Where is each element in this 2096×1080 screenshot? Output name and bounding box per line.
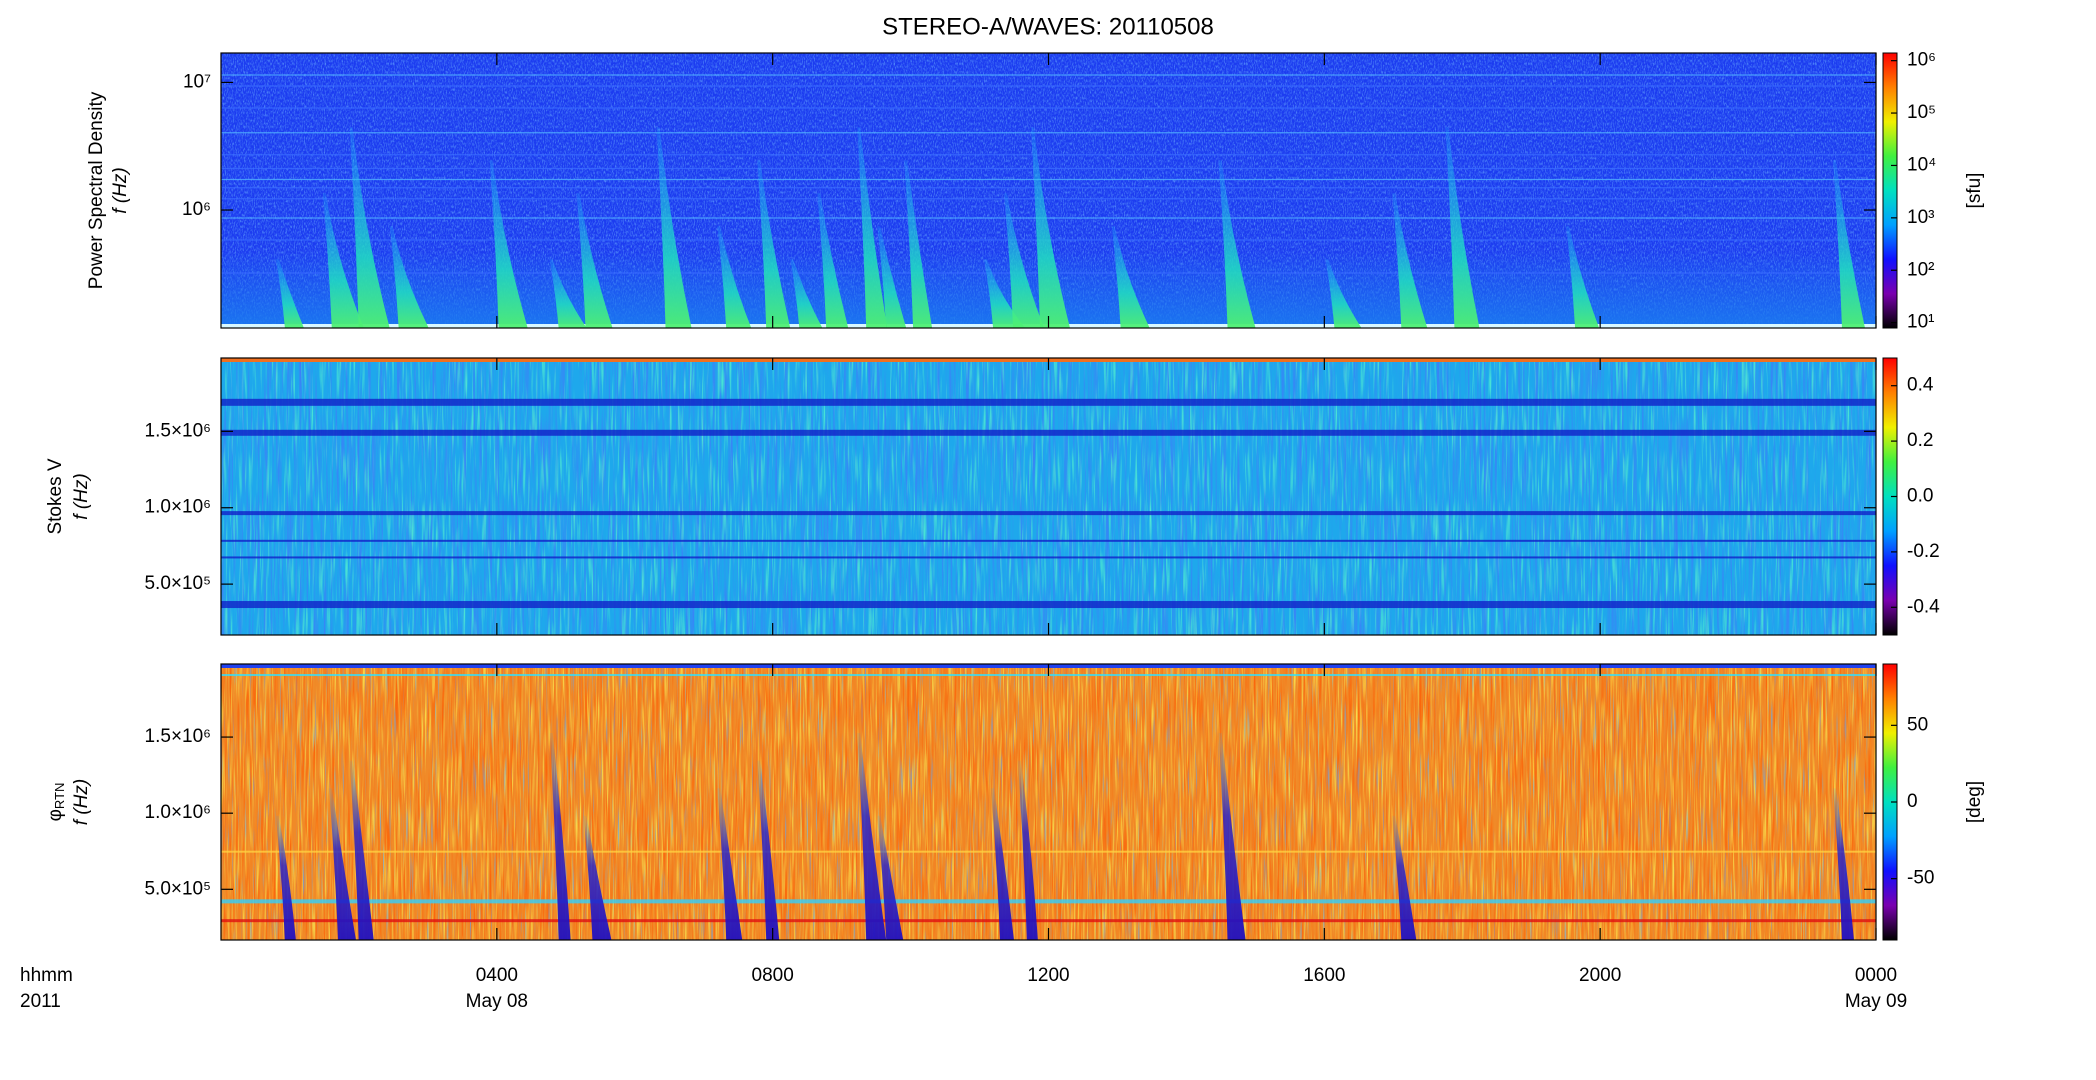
x-year-label: 2011 bbox=[20, 991, 61, 1012]
y-tick-label: 1.0×10⁶ bbox=[145, 802, 211, 823]
x-tick-label: 0400 bbox=[476, 965, 518, 986]
raster-lane bbox=[221, 429, 1876, 436]
raster-lane bbox=[221, 398, 1876, 406]
radio-burst bbox=[275, 815, 296, 940]
radio-burst bbox=[757, 760, 780, 940]
y-axis-label-subscript: RTN bbox=[52, 783, 67, 809]
y-tick-label: 1.5×10⁶ bbox=[145, 420, 211, 441]
radio-burst bbox=[1030, 127, 1070, 328]
colorbar-label: [deg] bbox=[1964, 781, 1985, 823]
colorbar bbox=[1882, 52, 1898, 329]
radio-burst bbox=[1004, 193, 1045, 328]
colorbar-tick-label: -0.2 bbox=[1907, 541, 1940, 562]
radio-burst bbox=[817, 193, 849, 328]
radio-burst bbox=[904, 160, 933, 328]
x-tick-label: 1600 bbox=[1303, 965, 1345, 986]
colorbar-tick-label: 0 bbox=[1907, 791, 1918, 812]
raster-lane bbox=[221, 850, 1876, 853]
radio-burst bbox=[1445, 127, 1480, 328]
radio-burst bbox=[349, 127, 390, 328]
spectrogram bbox=[221, 664, 1876, 940]
raster-lane bbox=[221, 539, 1876, 542]
radio-burst bbox=[877, 226, 907, 328]
x-tick-label: 2000 bbox=[1579, 965, 1621, 986]
raster-lane bbox=[221, 899, 1876, 904]
y-axis-label: f (Hz) bbox=[71, 779, 92, 825]
colorbar-tick-label: 0.2 bbox=[1907, 430, 1933, 451]
radio-burst bbox=[857, 127, 888, 328]
y-tick-label: 5.0×10⁵ bbox=[144, 573, 211, 594]
chart-title: STEREO-A/WAVES: 20110508 bbox=[882, 13, 1214, 40]
radio-burst bbox=[322, 193, 364, 328]
raster-lane bbox=[221, 556, 1876, 559]
y-axis-label: f (Hz) bbox=[110, 167, 131, 213]
radio-burst bbox=[984, 259, 1026, 328]
radio-burst bbox=[275, 259, 304, 328]
y-axis-label-text: φ bbox=[45, 809, 66, 821]
spectrogram bbox=[221, 53, 1876, 328]
radio-burst bbox=[757, 160, 791, 328]
radio-burst bbox=[656, 127, 692, 328]
radio-burst bbox=[857, 733, 887, 940]
radio-burst bbox=[990, 788, 1014, 940]
y-axis-label: f (Hz) bbox=[71, 473, 92, 519]
x-tick-label: 0800 bbox=[752, 965, 794, 986]
radio-burst bbox=[1111, 226, 1150, 328]
colorbar-tick-label: -0.4 bbox=[1907, 596, 1940, 617]
y-axis-label: Stokes V bbox=[45, 458, 66, 534]
x-tick-label: 0000 bbox=[1855, 965, 1897, 986]
colorbar-tick-label: 10⁴ bbox=[1907, 154, 1936, 175]
radio-burst bbox=[576, 193, 613, 328]
spectrogram bbox=[221, 358, 1876, 635]
y-axis-label-text: Stokes V bbox=[45, 458, 66, 534]
radio-burst bbox=[583, 815, 612, 940]
y-tick-label: 1.0×10⁶ bbox=[145, 497, 211, 518]
colorbar-tick-label: 50 bbox=[1907, 714, 1928, 735]
radio-burst bbox=[1392, 193, 1428, 328]
radio-burst bbox=[717, 226, 752, 328]
radio-burst bbox=[1017, 760, 1038, 940]
radio-burst bbox=[349, 760, 374, 940]
raster-lane bbox=[221, 601, 1876, 609]
y-axis-label: Power Spectral Density bbox=[86, 91, 107, 289]
colorbar-tick-label: -50 bbox=[1907, 868, 1934, 889]
colorbar-tick-label: 10² bbox=[1907, 259, 1934, 280]
radio-burst bbox=[1832, 160, 1865, 328]
raster-lane bbox=[221, 511, 1876, 516]
x-tick-label: 1200 bbox=[1027, 965, 1069, 986]
radio-burst bbox=[1832, 788, 1854, 940]
colorbar-tick-label: 10³ bbox=[1907, 207, 1934, 228]
colorbar-tick-label: 0.0 bbox=[1907, 486, 1933, 507]
colorbar-tick-label: 0.4 bbox=[1907, 375, 1934, 396]
radio-burst bbox=[1566, 226, 1600, 328]
radio-burst bbox=[549, 733, 571, 940]
radio-burst bbox=[328, 788, 356, 940]
x-date-label: May 08 bbox=[466, 991, 528, 1012]
radio-burst bbox=[1392, 815, 1417, 940]
radio-burst bbox=[877, 815, 904, 940]
y-tick-label: 10⁷ bbox=[183, 71, 211, 92]
colorbar-label: [sfu] bbox=[1964, 173, 1985, 209]
colorbar-tick-label: 10⁶ bbox=[1907, 50, 1936, 71]
radio-burst bbox=[1218, 733, 1246, 940]
y-tick-label: 5.0×10⁵ bbox=[144, 878, 211, 899]
radio-burst bbox=[1325, 259, 1362, 328]
y-axis-label: φRTN bbox=[45, 783, 67, 822]
colorbar-tick-label: 10⁵ bbox=[1907, 102, 1936, 123]
y-tick-label: 10⁶ bbox=[182, 199, 211, 220]
radio-burst bbox=[1218, 160, 1256, 328]
x-date-label: May 09 bbox=[1845, 991, 1907, 1012]
radio-burst bbox=[489, 160, 528, 328]
x-axis-label: hhmm bbox=[20, 965, 73, 986]
colorbar-tick-label: 10¹ bbox=[1907, 312, 1934, 333]
radio-burst bbox=[549, 259, 587, 328]
radio-burst bbox=[717, 788, 743, 940]
y-tick-label: 1.5×10⁶ bbox=[145, 726, 211, 747]
radio-burst bbox=[790, 259, 823, 328]
raster-noise bbox=[221, 664, 1876, 940]
radio-burst bbox=[389, 226, 429, 328]
raster-lane bbox=[221, 919, 1876, 923]
